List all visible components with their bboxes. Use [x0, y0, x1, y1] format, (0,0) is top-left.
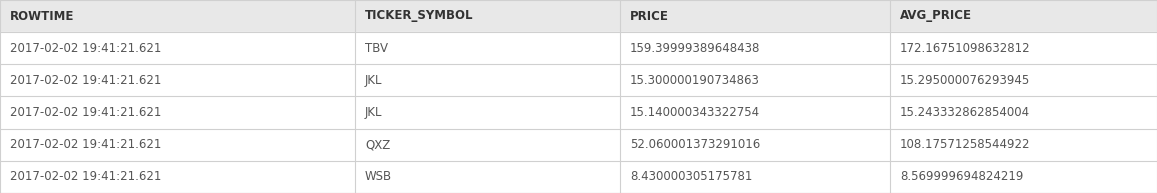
Text: 2017-02-02 19:41:21.621: 2017-02-02 19:41:21.621 — [10, 138, 161, 151]
Text: QXZ: QXZ — [364, 138, 390, 151]
Bar — [0, 96, 1157, 129]
Text: 15.243332862854004: 15.243332862854004 — [900, 106, 1030, 119]
Text: 8.430000305175781: 8.430000305175781 — [631, 170, 752, 183]
Text: JKL: JKL — [364, 106, 383, 119]
Text: 2017-02-02 19:41:21.621: 2017-02-02 19:41:21.621 — [10, 106, 161, 119]
Bar — [0, 64, 1157, 96]
Text: JKL: JKL — [364, 74, 383, 87]
Text: TICKER_SYMBOL: TICKER_SYMBOL — [364, 9, 473, 23]
Text: 172.16751098632812: 172.16751098632812 — [900, 42, 1031, 55]
Text: 15.140000343322754: 15.140000343322754 — [631, 106, 760, 119]
Bar — [0, 32, 1157, 64]
Bar — [0, 129, 1157, 161]
Text: 2017-02-02 19:41:21.621: 2017-02-02 19:41:21.621 — [10, 170, 161, 183]
Text: 2017-02-02 19:41:21.621: 2017-02-02 19:41:21.621 — [10, 74, 161, 87]
Text: PRICE: PRICE — [631, 9, 669, 23]
Text: 15.295000076293945: 15.295000076293945 — [900, 74, 1030, 87]
Text: ROWTIME: ROWTIME — [10, 9, 74, 23]
Text: 52.060001373291016: 52.060001373291016 — [631, 138, 760, 151]
Text: 2017-02-02 19:41:21.621: 2017-02-02 19:41:21.621 — [10, 42, 161, 55]
Text: 108.17571258544922: 108.17571258544922 — [900, 138, 1031, 151]
Text: AVG_PRICE: AVG_PRICE — [900, 9, 972, 23]
Bar — [0, 161, 1157, 193]
Text: TBV: TBV — [364, 42, 388, 55]
Text: 15.300000190734863: 15.300000190734863 — [631, 74, 760, 87]
Text: 159.39999389648438: 159.39999389648438 — [631, 42, 760, 55]
Bar — [0, 0, 1157, 32]
Text: WSB: WSB — [364, 170, 392, 183]
Text: 8.569999694824219: 8.569999694824219 — [900, 170, 1024, 183]
